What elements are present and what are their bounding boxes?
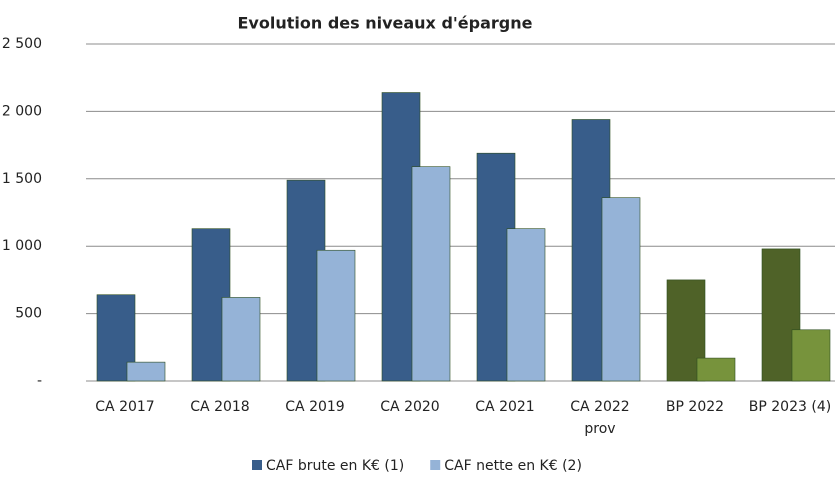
x-tick-label: BP 2022	[666, 399, 724, 415]
x-tick-label: CA 2020	[380, 399, 439, 415]
y-tick-label: 1 500	[2, 171, 42, 187]
legend-label: CAF nette en K€ (2)	[444, 458, 582, 474]
bar	[221, 297, 261, 382]
y-tick-label: 2 000	[2, 103, 42, 119]
x-tick-label: CA 2022 prov	[570, 399, 629, 437]
legend-label: CAF brute en K€ (1)	[266, 458, 404, 474]
x-tick-label: CA 2019	[285, 399, 344, 415]
y-tick-label: 2 500	[2, 36, 42, 52]
bar	[791, 329, 831, 382]
legend-swatch	[430, 460, 441, 470]
y-tick-label: -	[37, 373, 42, 389]
x-tick-label: BP 2023 (4)	[749, 399, 831, 415]
bar	[506, 228, 546, 382]
y-tick-label: 500	[15, 306, 42, 322]
bar	[601, 197, 641, 382]
x-tick-label: CA 2018	[190, 399, 249, 415]
y-tick-label: 1 000	[2, 238, 42, 254]
chart-title: Evolution des niveaux d'épargne	[238, 14, 533, 33]
bar	[411, 166, 451, 382]
bar	[126, 361, 166, 382]
bar	[316, 249, 356, 382]
legend-swatch	[252, 460, 262, 470]
x-tick-label: CA 2021	[475, 399, 534, 415]
bar	[696, 357, 736, 382]
x-tick-label: CA 2017	[95, 399, 154, 415]
